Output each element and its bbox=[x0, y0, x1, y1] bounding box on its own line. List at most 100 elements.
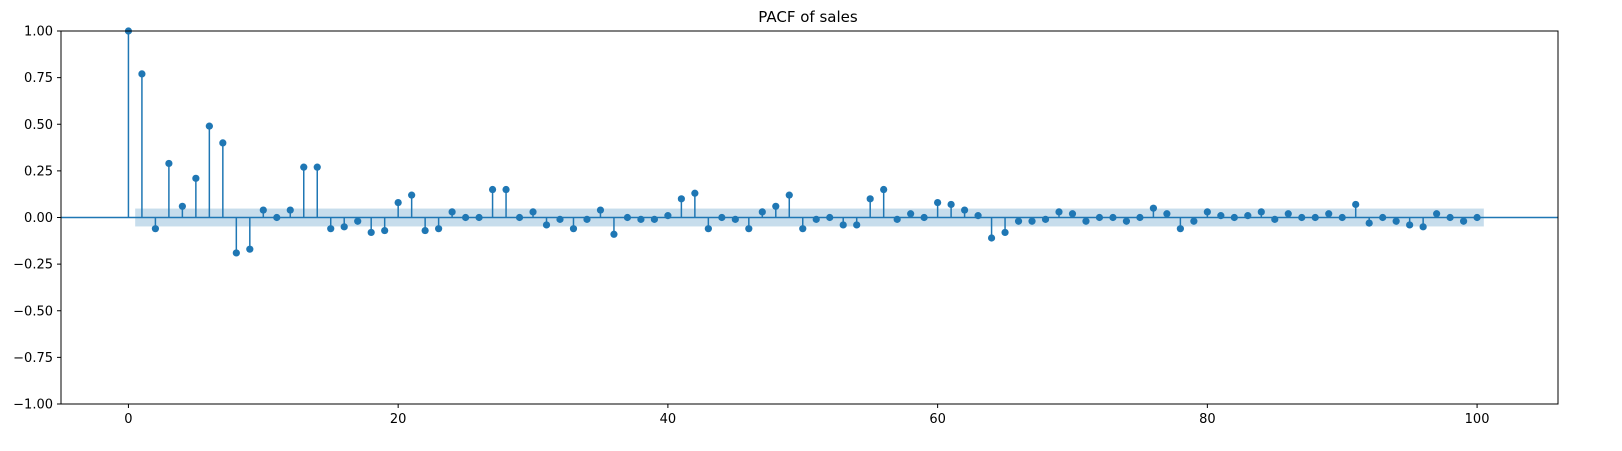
x-tick-label: 100 bbox=[1465, 412, 1490, 427]
marker-lag-4 bbox=[178, 202, 186, 210]
marker-lag-72 bbox=[1095, 213, 1104, 222]
marker-lag-67 bbox=[1028, 217, 1036, 225]
marker-lag-14 bbox=[313, 163, 321, 171]
marker-lag-25 bbox=[461, 213, 470, 222]
marker-lag-73 bbox=[1109, 213, 1117, 222]
marker-lag-29 bbox=[515, 213, 524, 222]
marker-lag-82 bbox=[1230, 213, 1238, 222]
marker-lag-42 bbox=[691, 189, 699, 197]
marker-lag-7 bbox=[219, 139, 227, 147]
marker-lag-32 bbox=[556, 215, 564, 223]
axes-layer: 0 20 40 60 80 100 −1.00 −0.75 −0.50 −0.25 0.00 0.25… bbox=[13, 25, 1559, 427]
marker-lag-13 bbox=[300, 163, 308, 171]
marker-lag-85 bbox=[1271, 215, 1279, 223]
marker-lag-21 bbox=[408, 191, 416, 199]
marker-lag-81 bbox=[1217, 212, 1225, 220]
marker-lag-44 bbox=[718, 213, 726, 222]
y-tick-label: 0.00 bbox=[24, 211, 53, 226]
marker-lag-52 bbox=[826, 213, 834, 222]
marker-lag-17 bbox=[354, 217, 362, 225]
marker-lag-36 bbox=[610, 230, 618, 238]
marker-lag-59 bbox=[920, 213, 928, 222]
marker-lag-92 bbox=[1365, 219, 1373, 227]
marker-lag-20 bbox=[394, 198, 402, 207]
marker-lag-96 bbox=[1419, 223, 1427, 231]
marker-lag-66 bbox=[1014, 217, 1023, 225]
marker-lag-64 bbox=[987, 234, 996, 242]
marker-lag-8 bbox=[232, 249, 240, 257]
marker-lag-78 bbox=[1176, 225, 1184, 233]
marker-lag-91 bbox=[1352, 200, 1360, 209]
marker-lag-49 bbox=[785, 191, 793, 199]
marker-lag-86 bbox=[1284, 210, 1292, 218]
marker-lag-15 bbox=[327, 225, 335, 233]
marker-lag-74 bbox=[1122, 217, 1131, 225]
marker-lag-94 bbox=[1392, 217, 1400, 225]
marker-lag-54 bbox=[853, 221, 861, 229]
marker-lag-84 bbox=[1257, 208, 1265, 216]
marker-lag-77 bbox=[1163, 210, 1171, 218]
marker-lag-1 bbox=[138, 70, 146, 78]
marker-lag-6 bbox=[205, 122, 213, 130]
marker-lag-89 bbox=[1325, 210, 1333, 218]
marker-lag-88 bbox=[1311, 213, 1319, 222]
markers-layer bbox=[124, 27, 1481, 257]
marker-lag-24 bbox=[448, 208, 456, 216]
marker-lag-79 bbox=[1190, 217, 1198, 225]
y-tick-label: 1.00 bbox=[24, 25, 53, 40]
marker-lag-33 bbox=[569, 225, 578, 233]
marker-lag-27 bbox=[488, 185, 497, 194]
y-tick-label: −0.25 bbox=[13, 258, 53, 273]
marker-lag-40 bbox=[664, 212, 672, 220]
marker-lag-23 bbox=[435, 225, 443, 233]
marker-lag-95 bbox=[1406, 221, 1414, 229]
marker-lag-70 bbox=[1068, 210, 1077, 218]
marker-lag-50 bbox=[799, 225, 807, 233]
marker-lag-3 bbox=[165, 159, 173, 168]
marker-lag-69 bbox=[1055, 208, 1063, 216]
marker-lag-35 bbox=[596, 206, 605, 214]
x-tick-label: 0 bbox=[124, 412, 132, 427]
marker-lag-9 bbox=[246, 245, 254, 253]
marker-lag-63 bbox=[974, 212, 982, 220]
marker-lag-99 bbox=[1459, 217, 1468, 225]
marker-lag-87 bbox=[1298, 213, 1306, 222]
y-tick-label: 0.75 bbox=[24, 71, 53, 86]
marker-lag-71 bbox=[1082, 217, 1090, 225]
marker-lag-58 bbox=[907, 210, 915, 218]
x-tick-label: 60 bbox=[929, 412, 946, 427]
marker-lag-98 bbox=[1446, 213, 1454, 222]
marker-lag-19 bbox=[381, 226, 389, 235]
marker-lag-75 bbox=[1136, 213, 1144, 222]
marker-lag-34 bbox=[583, 215, 591, 223]
marker-lag-56 bbox=[880, 185, 888, 194]
marker-lag-46 bbox=[745, 225, 753, 233]
y-tick-label: −0.75 bbox=[13, 351, 53, 366]
marker-lag-10 bbox=[259, 206, 267, 214]
marker-lag-38 bbox=[637, 215, 645, 223]
marker-lag-48 bbox=[772, 202, 780, 210]
marker-lag-12 bbox=[286, 206, 294, 214]
marker-lag-11 bbox=[273, 213, 281, 222]
marker-lag-30 bbox=[529, 208, 537, 216]
marker-lag-2 bbox=[151, 225, 160, 233]
y-tick-label: −1.00 bbox=[13, 398, 53, 413]
marker-lag-51 bbox=[812, 215, 820, 223]
marker-lag-76 bbox=[1149, 204, 1158, 212]
x-tick-label: 80 bbox=[1199, 412, 1216, 427]
marker-lag-47 bbox=[758, 208, 766, 216]
marker-lag-43 bbox=[704, 225, 712, 233]
marker-lag-90 bbox=[1338, 213, 1346, 222]
marker-lag-53 bbox=[839, 221, 847, 229]
marker-lag-39 bbox=[650, 215, 659, 223]
x-tick-label: 20 bbox=[390, 412, 407, 427]
marker-lag-62 bbox=[960, 206, 969, 214]
x-tick-label: 40 bbox=[660, 412, 677, 427]
marker-lag-57 bbox=[893, 215, 901, 223]
y-tick-label: 0.25 bbox=[24, 164, 53, 179]
marker-lag-60 bbox=[934, 198, 942, 207]
marker-lag-31 bbox=[542, 221, 551, 229]
marker-lag-41 bbox=[677, 195, 685, 203]
chart-title: PACF of sales bbox=[758, 8, 858, 26]
